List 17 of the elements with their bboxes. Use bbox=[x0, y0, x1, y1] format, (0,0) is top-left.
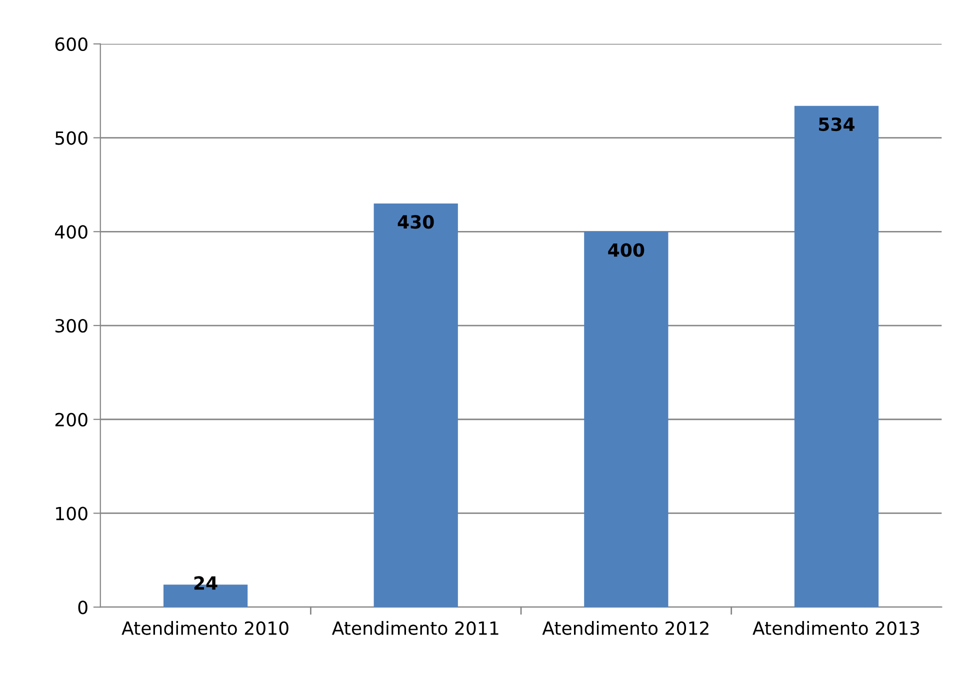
x-tick-label: Atendimento 2012 bbox=[542, 621, 708, 635]
data-label: 430 bbox=[398, 215, 434, 229]
bar bbox=[584, 232, 668, 608]
y-tick-label: 500 bbox=[56, 131, 88, 145]
x-tick-label: Atendimento 2010 bbox=[122, 621, 288, 635]
y-tick-label: 100 bbox=[56, 506, 88, 520]
y-tick-label: 300 bbox=[55, 318, 88, 333]
y-tick-label: 400 bbox=[54, 225, 88, 239]
data-label: 400 bbox=[608, 243, 644, 257]
x-tick-label: Atendimento 2013 bbox=[752, 621, 920, 635]
bar bbox=[374, 203, 458, 608]
y-tick-label: 0 bbox=[78, 600, 88, 614]
bar bbox=[794, 106, 879, 608]
data-label: 534 bbox=[819, 117, 855, 132]
y-tick-label: 600 bbox=[55, 37, 88, 52]
x-tick-label: Atendimento 2011 bbox=[332, 621, 498, 635]
y-tick-label: 200 bbox=[55, 412, 88, 426]
